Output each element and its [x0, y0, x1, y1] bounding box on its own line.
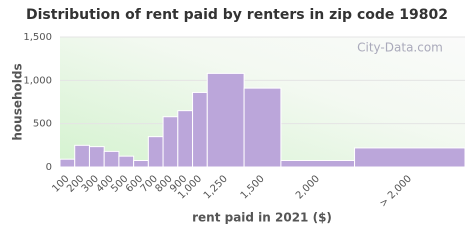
bar: [103, 150, 120, 168]
bar: [280, 160, 356, 168]
x-axis-title: rent paid in 2021 ($): [192, 211, 332, 225]
watermark: City-Data.com: [357, 41, 443, 55]
bar: [192, 91, 208, 168]
bar: [74, 144, 90, 168]
bar: [177, 110, 194, 168]
bar: [59, 158, 76, 168]
bar: [133, 160, 149, 168]
y-tick-label: 0: [46, 162, 52, 173]
bar: [243, 87, 282, 168]
y-tick-label: 500: [33, 119, 52, 130]
x-tick-label: 1,250: [202, 173, 230, 201]
y-axis-title: households: [11, 63, 25, 140]
x-tick-label: > 2,000: [378, 173, 414, 209]
y-tick-label: 1,500: [23, 32, 52, 43]
bar: [118, 155, 135, 168]
bar: [147, 136, 164, 168]
bar: [88, 146, 105, 168]
y-tick-label: 1,000: [23, 75, 52, 86]
x-tick-label: 1,500: [239, 173, 267, 201]
x-tick-label: 2,000: [294, 173, 322, 201]
bar: [354, 147, 466, 168]
bar: [206, 72, 245, 168]
chart-title: Distribution of rent paid by renters in …: [26, 7, 448, 23]
bar: [162, 116, 179, 168]
